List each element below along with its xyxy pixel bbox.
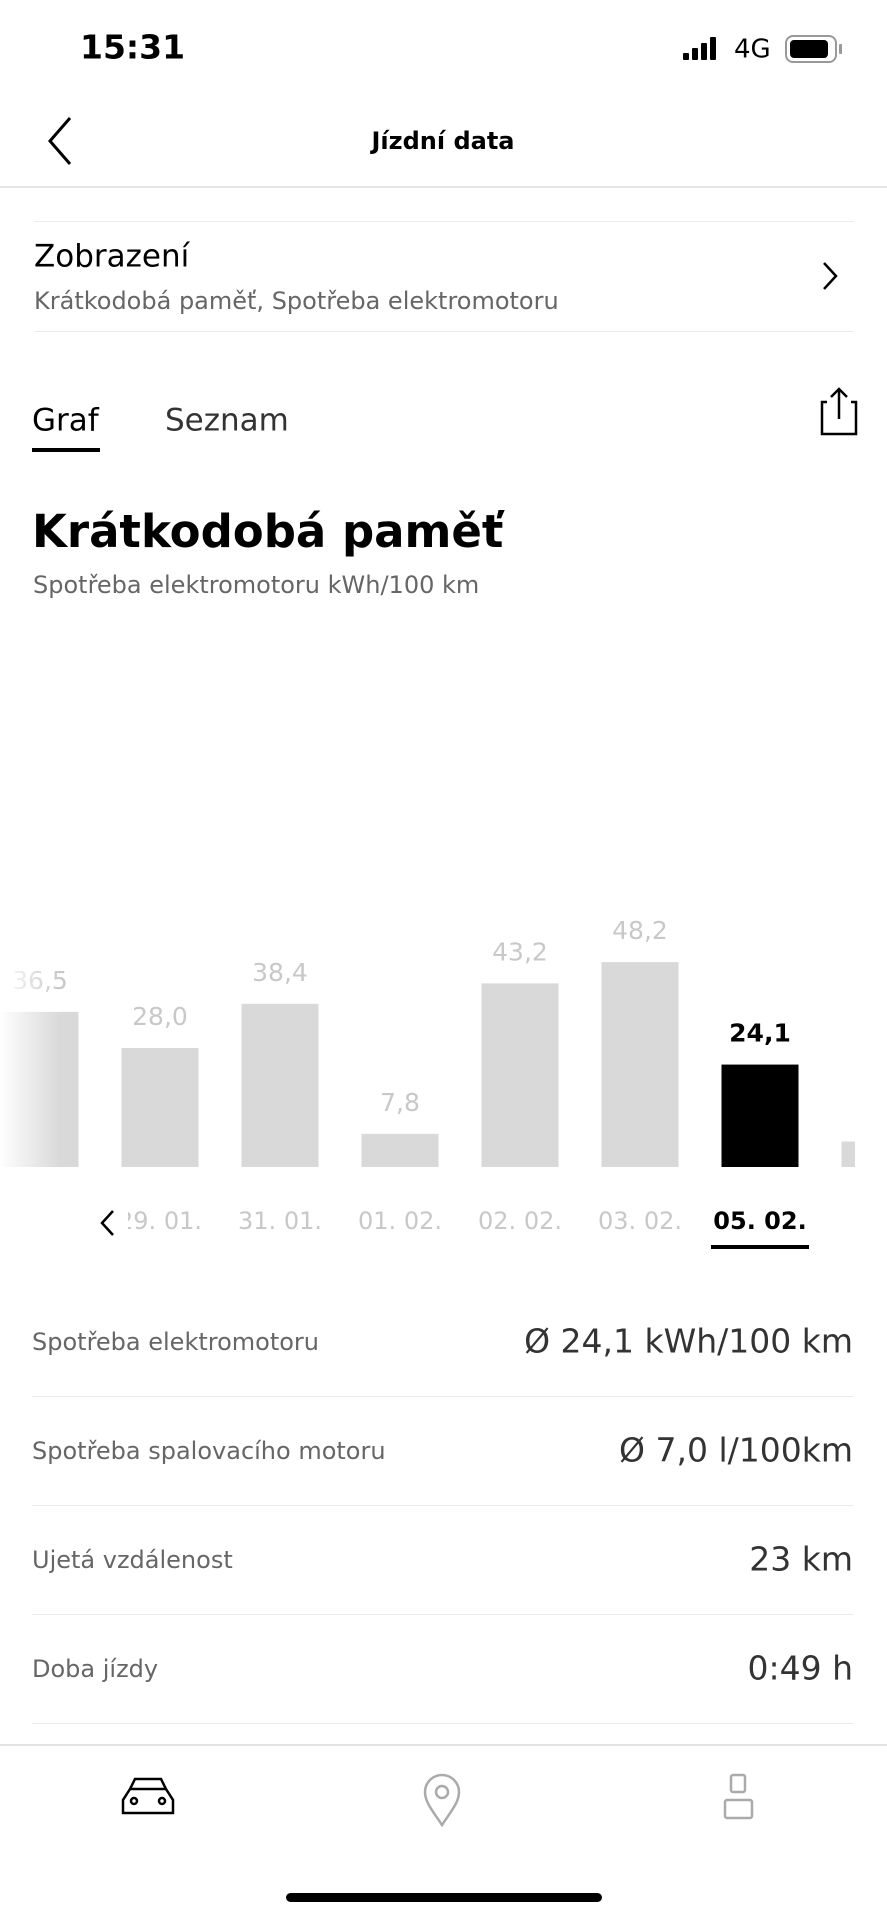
divider — [0, 1744, 887, 1746]
back-button[interactable] — [48, 117, 72, 165]
value-label: 7,8 — [380, 1088, 420, 1117]
bar — [481, 983, 559, 1167]
divider — [32, 1396, 854, 1397]
battery-icon — [785, 35, 842, 63]
bar — [721, 1064, 799, 1167]
x-tick-label: 05. 02. — [713, 1207, 806, 1235]
view-label: Zobrazení — [34, 239, 191, 275]
chart-title: Krátkodobá paměť — [32, 505, 505, 558]
stat-value: Ø 24,1 kWh/100 km — [524, 1322, 853, 1361]
fade-overlay — [0, 900, 60, 1180]
value-label: 28,0 — [132, 1002, 188, 1031]
tab-underline — [32, 448, 100, 452]
stat-label: Spotřeba elektromotoru — [32, 1328, 319, 1356]
divider — [34, 331, 854, 332]
bar — [121, 1048, 199, 1167]
prev-button[interactable] — [100, 1210, 114, 1236]
bar — [601, 962, 679, 1167]
home-indicator — [286, 1893, 602, 1902]
divider — [0, 186, 887, 188]
profile-tab[interactable] — [723, 1773, 754, 1820]
stat-label: Doba jízdy — [32, 1655, 158, 1683]
x-tick-label: 03. 02. — [598, 1207, 682, 1235]
tab-bar — [0, 1744, 887, 1920]
stat-value: Ø 7,0 l/100km — [619, 1431, 853, 1470]
tab[interactable]: Seznam — [165, 403, 289, 439]
status-network: 4G — [734, 35, 771, 65]
chart-subtitle: Spotřeba elektromotoru kWh/100 km — [33, 571, 479, 599]
stat-value: 0:49 h — [747, 1649, 853, 1688]
divider — [32, 1505, 854, 1506]
chart: 36,528,029. 01.38,431. 01.7,801. 02.43,2… — [1, 916, 855, 1249]
date-mask — [0, 1195, 128, 1250]
bar — [361, 1133, 439, 1167]
map-tab[interactable] — [423, 1773, 461, 1828]
divider — [32, 1614, 854, 1615]
value-label: 24,1 — [729, 1019, 791, 1048]
stat-value: 23 km — [749, 1540, 853, 1579]
divider — [32, 1723, 854, 1724]
share-button[interactable] — [820, 387, 858, 436]
header-title: Jízdní data — [369, 127, 514, 155]
selected-underline — [711, 1245, 809, 1249]
status-time: 15:31 — [80, 28, 185, 67]
x-tick-label: 29. 01. — [118, 1207, 202, 1235]
value-label: 48,2 — [612, 916, 668, 945]
x-tick-label: 01. 02. — [358, 1207, 442, 1235]
value-label: 43,2 — [492, 937, 548, 966]
divider — [34, 221, 854, 222]
signal-icon — [683, 37, 716, 60]
view-selector[interactable]: Zobrazení Krátkodobá paměť, Spotřeba ele… — [34, 221, 854, 332]
stat-label: Spotřeba spalovacího motoru — [32, 1437, 386, 1465]
x-tick-label: 02. 02. — [478, 1207, 562, 1235]
x-tick-label: 31. 01. — [238, 1207, 322, 1235]
value-label: 38,4 — [252, 958, 308, 987]
stat-label: Ujetá vzdálenost — [32, 1546, 233, 1574]
stats-list: Spotřeba elektromotoru Ø 24,1 kWh/100 km S… — [32, 1322, 854, 1724]
bar — [841, 1141, 855, 1167]
bar — [241, 1003, 319, 1167]
view-value: Krátkodobá paměť, Spotřeba elektromotoru — [34, 287, 559, 315]
car-tab[interactable] — [121, 1777, 175, 1815]
chevron — [823, 262, 838, 290]
tab[interactable]: Graf — [32, 403, 100, 439]
